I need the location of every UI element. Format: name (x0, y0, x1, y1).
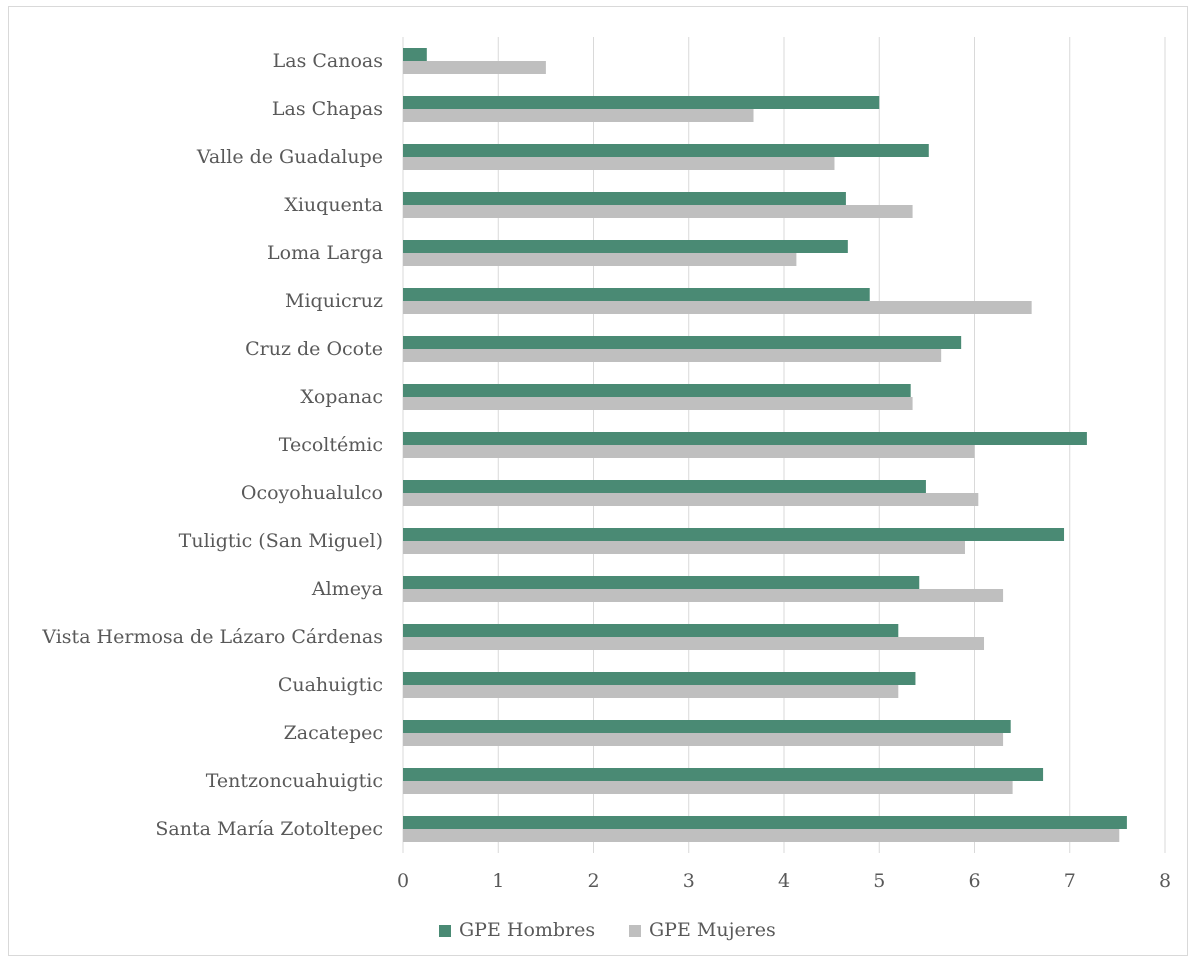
bar-mujeres (403, 445, 975, 458)
bar-hombres (403, 432, 1087, 445)
category-label: Tecoltémic (279, 434, 383, 456)
category-label: Zacatepec (284, 722, 383, 744)
category-label: Cruz de Ocote (245, 338, 383, 360)
legend-swatch (629, 925, 641, 937)
bar-mujeres (403, 637, 985, 650)
bar-hombres (403, 624, 899, 637)
category-labels: Las Canoas Las Chapas Valle de Guadalupe Xi… (41, 50, 383, 840)
category-label: Xiuquenta (284, 194, 383, 216)
bar-hombres (403, 672, 916, 685)
bar-hombres (403, 768, 1044, 781)
bar-hombres (403, 576, 920, 589)
bar-hombres (403, 384, 911, 397)
bar-mujeres (403, 829, 1120, 842)
x-tick-labels: 0 1 2 3 4 5 6 7 8 (397, 870, 1171, 892)
bar-mujeres (403, 397, 913, 410)
x-tick-label: 8 (1159, 870, 1171, 892)
bar-hombres (403, 144, 929, 157)
category-label: Miquicruz (285, 290, 383, 312)
bar-mujeres (403, 781, 1013, 794)
x-tick-label: 5 (873, 870, 885, 892)
category-label: Santa María Zotoltepec (155, 818, 383, 840)
x-tick-label: 4 (778, 870, 790, 892)
bar-mujeres (403, 733, 1004, 746)
x-tick-label: 3 (683, 870, 695, 892)
category-label: Vista Hermosa de Lázaro Cárdenas (41, 626, 383, 648)
legend-label: GPE Mujeres (649, 919, 776, 941)
bar-hombres (403, 48, 427, 61)
bar-mujeres (403, 349, 942, 362)
category-label: Las Chapas (272, 98, 383, 120)
bar-hombres (403, 240, 848, 253)
bar-hombres (403, 288, 870, 301)
x-tick-label: 2 (587, 870, 599, 892)
x-tick-label: 0 (397, 870, 409, 892)
bar-mujeres (403, 493, 979, 506)
category-label: Las Canoas (273, 50, 383, 72)
bar-mujeres (403, 157, 835, 170)
category-label: Valle de Guadalupe (196, 146, 383, 168)
x-tick-label: 1 (492, 870, 504, 892)
bar-hombres (403, 528, 1065, 541)
legend-swatch (439, 925, 451, 937)
bar-hombres (403, 96, 880, 109)
category-label: Cuahuigtic (278, 674, 383, 696)
bars (403, 48, 1127, 842)
bar-hombres (403, 816, 1127, 829)
bar-hombres (403, 720, 1011, 733)
x-tick-label: 6 (968, 870, 980, 892)
legend-label: GPE Hombres (459, 919, 595, 941)
bar-hombres (403, 480, 926, 493)
bar-chart: Las Canoas Las Chapas Valle de Guadalupe Xi… (41, 37, 1171, 941)
bar-hombres (403, 336, 962, 349)
bar-mujeres (403, 589, 1004, 602)
category-label: Almeya (311, 578, 383, 600)
category-label: Ocoyohualulco (241, 482, 383, 504)
category-label: Tuligtic (San Miguel) (179, 530, 383, 552)
bar-mujeres (403, 301, 1032, 314)
category-label: Loma Larga (267, 242, 383, 264)
bar-mujeres (403, 61, 546, 74)
category-label: Tentzoncuahuigtic (206, 770, 383, 792)
bar-hombres (403, 192, 846, 205)
x-tick-label: 7 (1064, 870, 1076, 892)
chart-frame: Las Canoas Las Chapas Valle de Guadalupe Xi… (8, 6, 1188, 956)
bar-mujeres (403, 541, 965, 554)
bar-mujeres (403, 685, 899, 698)
bar-mujeres (403, 109, 754, 122)
category-label: Xopanac (300, 386, 383, 408)
legend: GPE Hombres GPE Mujeres (439, 919, 776, 941)
bar-mujeres (403, 253, 797, 266)
bar-mujeres (403, 205, 913, 218)
